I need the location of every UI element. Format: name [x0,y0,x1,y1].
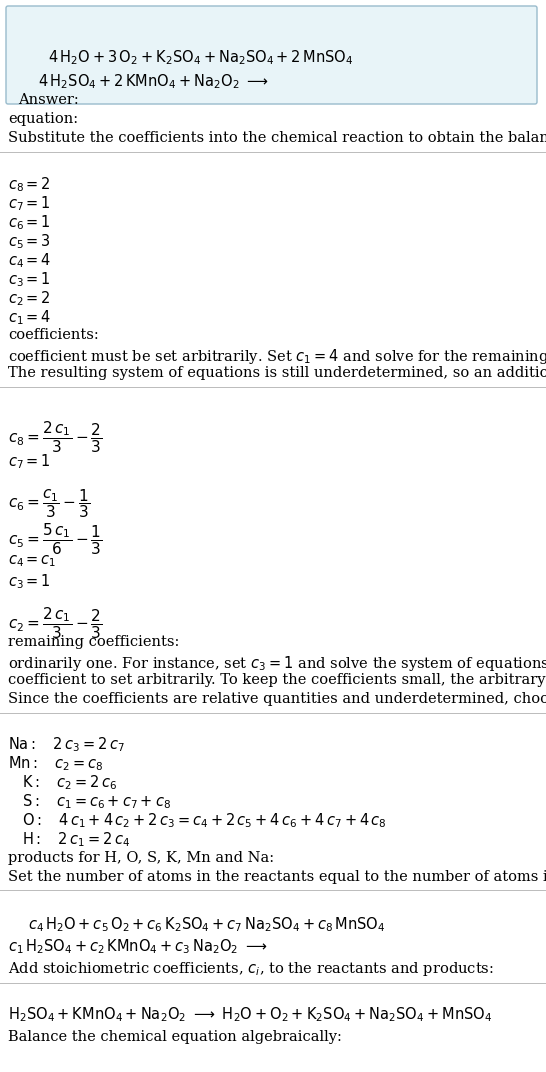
Text: $c_5 = 3$: $c_5 = 3$ [8,232,51,251]
Text: $\mathrm{K{:}}\quad c_2 = 2\,c_6$: $\mathrm{K{:}}\quad c_2 = 2\,c_6$ [22,773,117,792]
Text: $c_2 = \dfrac{2\,c_1}{3} - \dfrac{2}{3}$: $c_2 = \dfrac{2\,c_1}{3} - \dfrac{2}{3}$ [8,606,103,641]
Text: $\mathrm{Mn{:}}\quad c_2 = c_8$: $\mathrm{Mn{:}}\quad c_2 = c_8$ [8,754,104,773]
Text: $c_4\,\mathrm{H_2O} + c_5\,\mathrm{O_2} + c_6\,\mathrm{K_2SO_4} + c_7\,\mathrm{N: $c_4\,\mathrm{H_2O} + c_5\,\mathrm{O_2} … [28,915,385,934]
Text: $c_2 = 2$: $c_2 = 2$ [8,289,51,308]
Text: $c_6 = \dfrac{c_1}{3} - \dfrac{1}{3}$: $c_6 = \dfrac{c_1}{3} - \dfrac{1}{3}$ [8,487,90,520]
Text: coefficient to set arbitrarily. To keep the coefficients small, the arbitrary va: coefficient to set arbitrarily. To keep … [8,673,546,687]
Text: Since the coefficients are relative quantities and underdetermined, choose a: Since the coefficients are relative quan… [8,693,546,706]
Text: coefficients:: coefficients: [8,328,99,342]
Text: Add stoichiometric coefficients, $c_i$, to the reactants and products:: Add stoichiometric coefficients, $c_i$, … [8,961,494,978]
Text: $c_7 = 1$: $c_7 = 1$ [8,452,51,471]
FancyBboxPatch shape [6,6,537,104]
Text: $c_8 = \dfrac{2\,c_1}{3} - \dfrac{2}{3}$: $c_8 = \dfrac{2\,c_1}{3} - \dfrac{2}{3}$ [8,420,103,456]
Text: products for H, O, S, K, Mn and Na:: products for H, O, S, K, Mn and Na: [8,851,274,865]
Text: $c_1\,\mathrm{H_2SO_4} + c_2\,\mathrm{KMnO_4} + c_3\,\mathrm{Na_2O_2}\ {\longrig: $c_1\,\mathrm{H_2SO_4} + c_2\,\mathrm{KM… [8,937,268,956]
Text: remaining coefficients:: remaining coefficients: [8,635,180,649]
Text: coefficient must be set arbitrarily. Set $c_1 = 4$ and solve for the remaining: coefficient must be set arbitrarily. Set… [8,347,546,366]
Text: $c_3 = 1$: $c_3 = 1$ [8,270,51,288]
Text: $\mathrm{S{:}}\quad c_1 = c_6 + c_7 + c_8$: $\mathrm{S{:}}\quad c_1 = c_6 + c_7 + c_… [22,792,171,810]
Text: $\mathrm{H{:}}\quad 2\,c_1 = 2\,c_4$: $\mathrm{H{:}}\quad 2\,c_1 = 2\,c_4$ [22,830,130,849]
Text: $\mathrm{O{:}}\quad 4\,c_1 + 4\,c_2 + 2\,c_3 = c_4 + 2\,c_5 + 4\,c_6 + 4\,c_7 + : $\mathrm{O{:}}\quad 4\,c_1 + 4\,c_2 + 2\… [22,812,387,830]
Text: Balance the chemical equation algebraically:: Balance the chemical equation algebraica… [8,1030,342,1044]
Text: $c_3 = 1$: $c_3 = 1$ [8,572,51,591]
Text: $4\,\mathrm{H_2SO_4} + 2\,\mathrm{KMnO_4} + \mathrm{Na_2O_2}\ {\longrightarrow}$: $4\,\mathrm{H_2SO_4} + 2\,\mathrm{KMnO_4… [38,72,269,91]
Text: $c_7 = 1$: $c_7 = 1$ [8,194,51,212]
Text: $\mathrm{Na{:}}\quad 2\,c_3 = 2\,c_7$: $\mathrm{Na{:}}\quad 2\,c_3 = 2\,c_7$ [8,735,124,754]
Text: equation:: equation: [8,111,78,126]
Text: $c_4 = 4$: $c_4 = 4$ [8,251,51,270]
Text: $c_8 = 2$: $c_8 = 2$ [8,175,51,194]
Text: ordinarily one. For instance, set $c_3 = 1$ and solve the system of equations fo: ordinarily one. For instance, set $c_3 =… [8,654,546,673]
Text: $c_1 = 4$: $c_1 = 4$ [8,308,51,327]
Text: Set the number of atoms in the reactants equal to the number of atoms in the: Set the number of atoms in the reactants… [8,870,546,884]
Text: $4\,\mathrm{H_2O} + 3\,\mathrm{O_2} + \mathrm{K_2SO_4} + \mathrm{Na_2SO_4} + 2\,: $4\,\mathrm{H_2O} + 3\,\mathrm{O_2} + \m… [48,48,353,66]
Text: $c_4 = c_1$: $c_4 = c_1$ [8,553,56,569]
Text: $\mathrm{H_2SO_4 + KMnO_4 + Na_2O_2 \ {\longrightarrow}\ H_2O + O_2 + K_2SO_4 + : $\mathrm{H_2SO_4 + KMnO_4 + Na_2O_2 \ {\… [8,1006,492,1024]
Text: Substitute the coefficients into the chemical reaction to obtain the balanced: Substitute the coefficients into the che… [8,131,546,145]
Text: $c_5 = \dfrac{5\,c_1}{6} - \dfrac{1}{3}$: $c_5 = \dfrac{5\,c_1}{6} - \dfrac{1}{3}$ [8,522,103,557]
Text: Answer:: Answer: [18,93,79,107]
Text: $c_6 = 1$: $c_6 = 1$ [8,213,51,232]
Text: The resulting system of equations is still underdetermined, so an additional: The resulting system of equations is sti… [8,366,546,379]
